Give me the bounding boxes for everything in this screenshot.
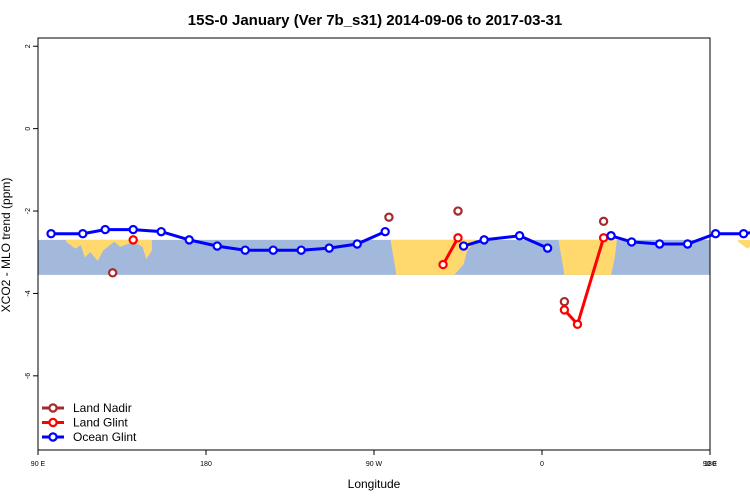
data-point — [559, 296, 570, 307]
data-point — [559, 305, 570, 315]
data-point — [46, 228, 56, 239]
data-point — [738, 228, 749, 239]
data-point — [100, 224, 110, 235]
legend-label: Ocean Glint — [73, 430, 137, 444]
data-point — [78, 228, 88, 239]
x-tick-label: 90 E — [31, 461, 46, 468]
data-point — [710, 228, 721, 239]
data-point — [606, 231, 616, 241]
data-point — [479, 235, 489, 245]
legend-marker — [48, 403, 58, 413]
data-point — [458, 241, 469, 251]
background-map — [38, 239, 750, 275]
land-shapes — [66, 239, 750, 275]
data-point — [380, 226, 390, 237]
data-point — [240, 245, 250, 255]
legend-marker — [48, 432, 58, 442]
x-tick-label: 90 W — [366, 461, 383, 468]
data-point — [107, 268, 118, 278]
y-axis: 2 0 -2 -4 -6 — [25, 44, 38, 379]
data-point — [438, 259, 448, 270]
data-point — [453, 233, 463, 243]
data-point — [352, 239, 362, 249]
y-axis-label: XCO2 - MLO trend (ppm) — [0, 178, 13, 313]
data-point — [626, 237, 637, 247]
x-tick-label: 0 — [540, 461, 544, 468]
y-tick-label: 2 — [25, 44, 32, 48]
x-axis-label: Longitude — [348, 477, 401, 491]
data-point — [324, 243, 334, 253]
data-point — [212, 241, 222, 251]
data-point — [296, 245, 306, 255]
series-land-glint — [128, 233, 609, 330]
data-point — [453, 206, 463, 216]
chart-title: 15S-0 January (Ver 7b_s31) 2014-09-06 to… — [188, 12, 562, 29]
legend-label: Land Glint — [73, 416, 128, 430]
x-tick-label: 180 — [704, 461, 716, 468]
y-tick-label: 0 — [25, 127, 32, 131]
data-point — [514, 231, 525, 241]
data-point — [128, 235, 138, 245]
data-point — [598, 233, 609, 243]
series-line — [441, 237, 460, 266]
data-point — [598, 216, 609, 227]
x-tick-label: 180 — [200, 461, 212, 468]
legend-label: Land Nadir — [73, 401, 132, 415]
data-point — [184, 235, 194, 245]
legend-marker — [48, 417, 58, 428]
data-point — [654, 239, 665, 249]
series-line — [610, 231, 750, 246]
y-tick-label: -2 — [25, 208, 32, 214]
data-point — [268, 245, 278, 255]
data-point — [542, 243, 553, 253]
y-tick-label: -4 — [25, 290, 32, 296]
x-tick-label: 90 E — [703, 461, 718, 468]
series-ocean-glint — [46, 224, 750, 255]
data-point — [682, 239, 693, 249]
data-point — [384, 212, 394, 222]
y-tick-label: -6 — [25, 373, 32, 379]
series-line — [463, 234, 549, 250]
data-point — [572, 319, 583, 330]
series-land-nadir — [107, 206, 609, 307]
data-point — [128, 224, 138, 235]
data-point — [156, 226, 166, 237]
series-layer — [46, 206, 750, 330]
